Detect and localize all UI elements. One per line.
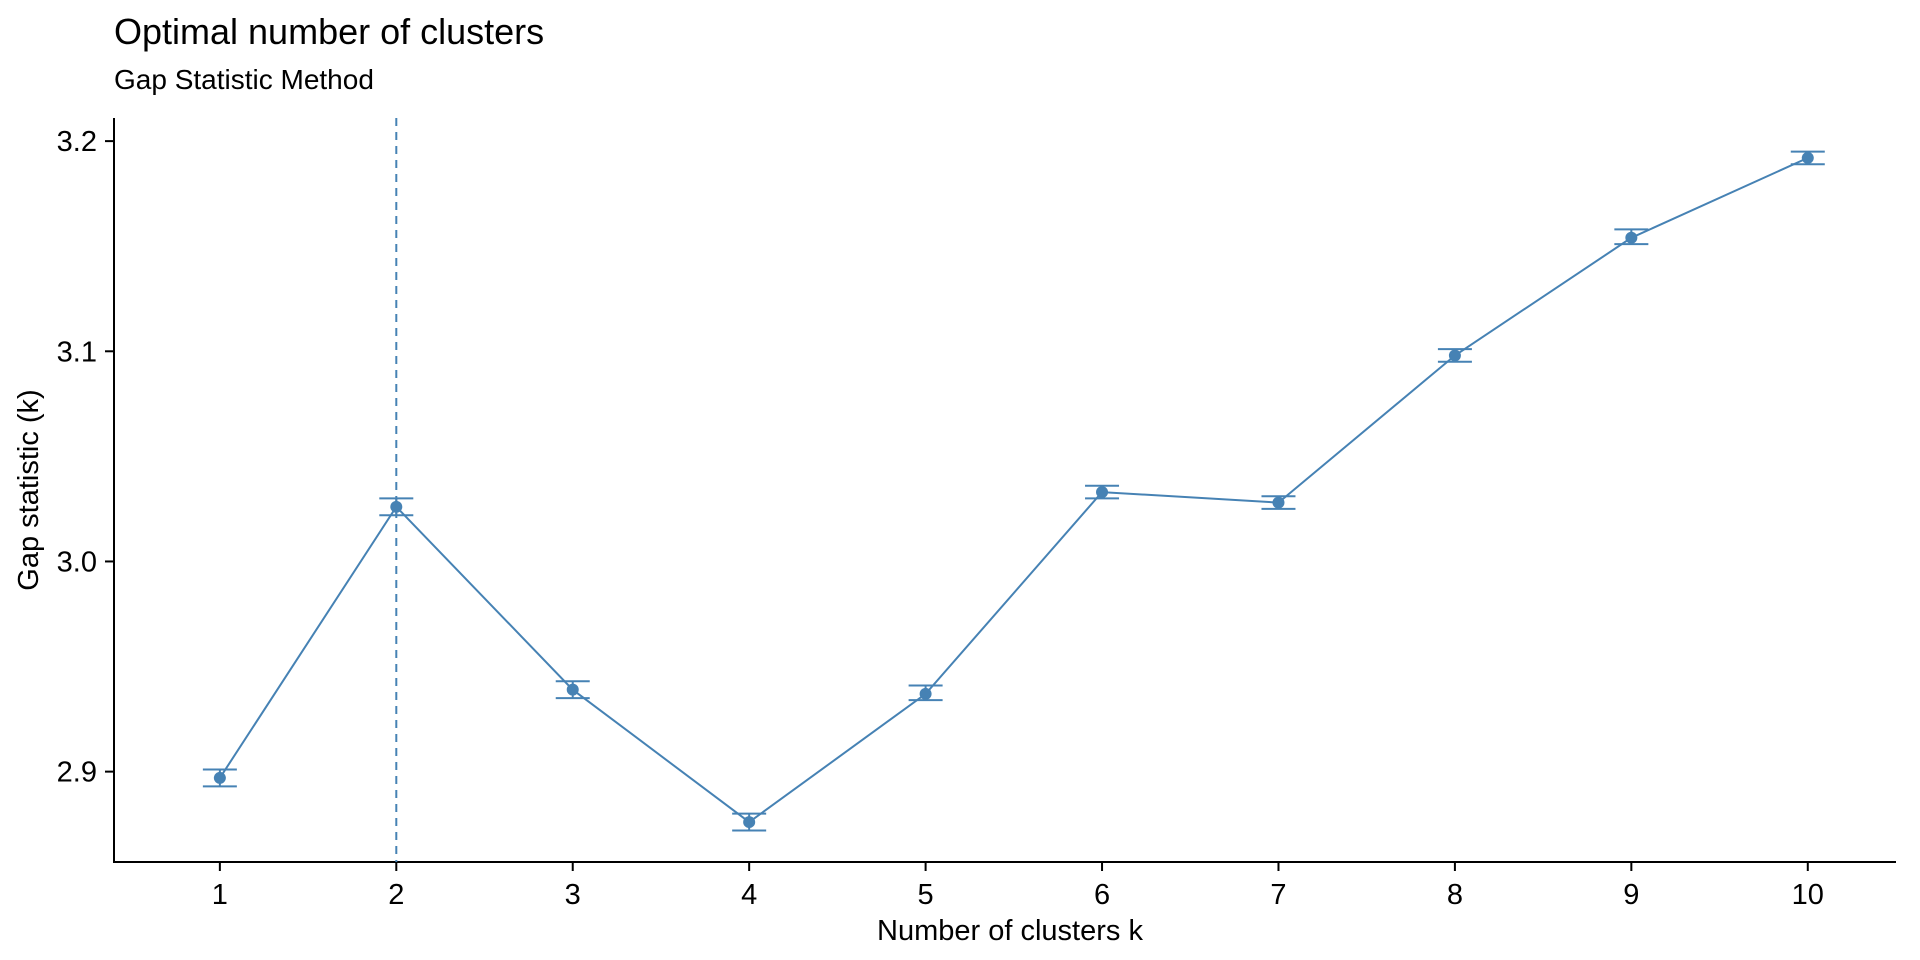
- x-tick-label: 5: [918, 879, 934, 911]
- data-point: [743, 816, 756, 829]
- data-point: [1448, 349, 1461, 362]
- y-tick-label: 2.9: [57, 757, 97, 789]
- y-tick-label: 3.0: [57, 546, 97, 578]
- data-point: [566, 683, 579, 696]
- x-tick-label: 3: [565, 879, 581, 911]
- error-bars: [202, 150, 1825, 832]
- chart-title: Optimal number of clusters: [114, 11, 545, 52]
- series-line: [219, 156, 1809, 824]
- x-axis-label: Number of clusters k: [877, 915, 1143, 947]
- data-point: [390, 500, 403, 513]
- y-tick-label: 3.2: [57, 126, 97, 158]
- data-points: [213, 151, 1814, 829]
- x-tick-label: 10: [1792, 879, 1824, 911]
- data-point: [1625, 231, 1638, 244]
- x-tick-label: 7: [1270, 879, 1286, 911]
- y-axis-label: Gap statistic (k): [13, 389, 45, 590]
- chart-subtitle: Gap Statistic Method: [114, 64, 374, 95]
- x-tick-label: 2: [388, 879, 404, 911]
- data-point: [1801, 151, 1814, 164]
- x-tick-label: 9: [1623, 879, 1639, 911]
- data-point: [1272, 496, 1285, 509]
- y-axis-ticks: 2.9 3.0 3.1 3.2: [57, 126, 114, 789]
- data-point: [919, 687, 932, 700]
- x-axis-ticks: 1 2 3 4 5 6 7 8 9 10: [212, 862, 1824, 911]
- x-tick-label: 1: [212, 879, 228, 911]
- x-tick-label: 4: [741, 879, 757, 911]
- data-point: [213, 771, 226, 784]
- y-tick-label: 3.1: [57, 336, 97, 368]
- x-tick-label: 8: [1447, 879, 1463, 911]
- x-tick-label: 6: [1094, 879, 1110, 911]
- data-point: [1096, 486, 1109, 499]
